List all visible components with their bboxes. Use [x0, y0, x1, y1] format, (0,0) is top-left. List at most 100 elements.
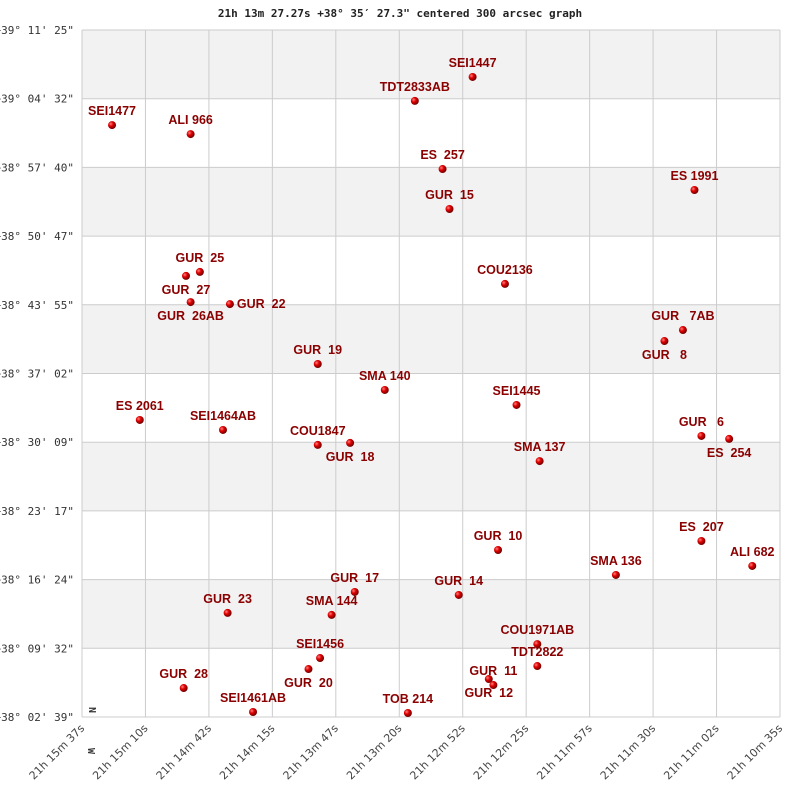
star-point[interactable]: ES 254 [707, 434, 752, 460]
star-point[interactable]: COU1971AB [500, 623, 574, 649]
star-point[interactable]: TDT2833AB [380, 80, 450, 105]
star-marker[interactable] [313, 440, 322, 449]
star-marker[interactable] [445, 204, 454, 213]
star-point[interactable]: ES 2061 [116, 399, 164, 424]
star-marker[interactable] [535, 457, 544, 466]
star-marker[interactable] [454, 590, 463, 599]
star-marker[interactable] [135, 415, 144, 424]
star-marker[interactable] [494, 545, 503, 554]
star-marker[interactable] [223, 608, 232, 617]
star-point[interactable]: TDT2822 [511, 645, 563, 671]
star-point[interactable]: SMA 140 [359, 369, 411, 394]
star-marker[interactable] [186, 130, 195, 139]
star-label: ALI 682 [730, 545, 775, 559]
star-point[interactable]: GUR 19 [293, 343, 342, 369]
star-point[interactable]: ES 257 [420, 148, 465, 174]
star-marker[interactable] [380, 385, 389, 394]
star-point[interactable]: SMA 137 [514, 440, 566, 466]
star-marker[interactable] [186, 298, 195, 307]
x-tick-label: 21h 12m 25s [471, 722, 532, 783]
star-marker[interactable] [410, 96, 419, 105]
star-marker[interactable] [313, 360, 322, 369]
star-point[interactable]: ALI 682 [730, 545, 775, 570]
star-point[interactable]: SMA 144 [306, 594, 358, 619]
star-marker[interactable] [249, 708, 258, 717]
star-point[interactable]: SMA 136 [590, 554, 642, 579]
star-marker[interactable] [108, 121, 117, 130]
star-marker[interactable] [316, 654, 325, 663]
star-point[interactable]: SEI1445 [493, 384, 541, 409]
star-point[interactable]: GUR 27 [162, 271, 211, 297]
star-point[interactable]: GUR 6 [679, 415, 724, 440]
y-tick-label: +38° 23' 17" [0, 505, 74, 518]
star-point[interactable]: ALI 966 [168, 113, 213, 139]
star-marker[interactable] [660, 337, 669, 346]
y-tick-label: +38° 57' 40" [0, 161, 74, 174]
star-point[interactable]: SEI1456 [296, 637, 344, 663]
y-tick-label: +38° 30' 09" [0, 436, 74, 449]
star-point[interactable]: GUR 11 [469, 664, 517, 690]
star-point[interactable]: ES 1991 [670, 169, 719, 195]
star-marker[interactable] [725, 434, 734, 443]
star-point[interactable]: SEI1461AB [220, 691, 286, 717]
star-marker[interactable] [697, 431, 706, 440]
star-point[interactable]: GUR 14 [434, 574, 483, 599]
star-point[interactable]: GUR 10 [474, 529, 523, 554]
star-point[interactable]: GUR 25 [176, 251, 225, 276]
star-point[interactable]: GUR 18 [326, 438, 375, 464]
star-point[interactable]: SEI1464AB [190, 409, 256, 434]
star-point[interactable]: GUR 12 [464, 675, 513, 700]
star-point[interactable]: GUR 8 [642, 337, 687, 362]
star-marker[interactable] [179, 684, 188, 693]
star-label: GUR 8 [642, 348, 687, 362]
star-marker[interactable] [697, 537, 706, 546]
star-marker[interactable] [403, 709, 412, 718]
star-label: GUR 11 [469, 664, 517, 678]
y-tick-label: +38° 16' 24" [0, 574, 74, 587]
star-marker[interactable] [195, 267, 204, 276]
star-point[interactable]: GUR 22 [225, 297, 286, 311]
star-marker[interactable] [533, 662, 542, 671]
star-marker[interactable] [611, 570, 620, 579]
y-tick-label: +38° 50' 47" [0, 230, 74, 243]
star-marker[interactable] [438, 165, 447, 174]
star-marker[interactable] [218, 425, 227, 434]
x-tick-label: 21h 14m 42s [154, 722, 215, 783]
star-point[interactable]: GUR 26AB [157, 298, 224, 323]
star-marker[interactable] [225, 300, 234, 309]
star-points: SEI1447 TDT2833AB SEI1477 ALI 966 ES 257 ES 1… [88, 56, 775, 718]
star-point[interactable]: GUR 17 [330, 571, 379, 596]
star-marker[interactable] [748, 561, 757, 570]
star-point[interactable]: GUR 20 [284, 665, 333, 690]
star-point[interactable]: TOB 214 [383, 692, 434, 718]
star-point[interactable]: GUR 23 [203, 592, 252, 617]
star-point[interactable]: COU2136 [477, 263, 533, 288]
star-marker[interactable] [484, 675, 493, 684]
star-marker[interactable] [182, 271, 191, 280]
star-label: SMA 140 [359, 369, 411, 383]
star-marker[interactable] [304, 665, 313, 674]
y-tick-label: +39° 04' 32" [0, 93, 74, 106]
star-point[interactable]: SEI1447 [449, 56, 497, 81]
star-label: GUR 22 [237, 297, 286, 311]
star-marker[interactable] [489, 681, 498, 690]
grid-lines [81, 29, 781, 718]
star-point[interactable]: ES 207 [679, 520, 724, 546]
star-point[interactable]: SEI1477 [88, 104, 136, 130]
star-marker[interactable] [327, 610, 336, 619]
star-point[interactable]: GUR 7AB [651, 309, 715, 335]
star-point[interactable]: COU1847 [290, 424, 346, 449]
star-point[interactable]: GUR 28 [159, 667, 208, 693]
star-marker[interactable] [533, 640, 542, 649]
star-marker[interactable] [678, 326, 687, 335]
x-tick-label: 21h 15m 10s [90, 722, 151, 783]
star-marker[interactable] [346, 438, 355, 447]
star-marker[interactable] [512, 400, 521, 409]
star-label: GUR 7AB [651, 309, 714, 323]
star-label: GUR 18 [326, 450, 375, 464]
star-marker[interactable] [350, 587, 359, 596]
star-marker[interactable] [690, 186, 699, 195]
star-marker[interactable] [500, 279, 509, 288]
star-marker[interactable] [468, 72, 477, 81]
star-point[interactable]: GUR 15 [425, 188, 474, 213]
